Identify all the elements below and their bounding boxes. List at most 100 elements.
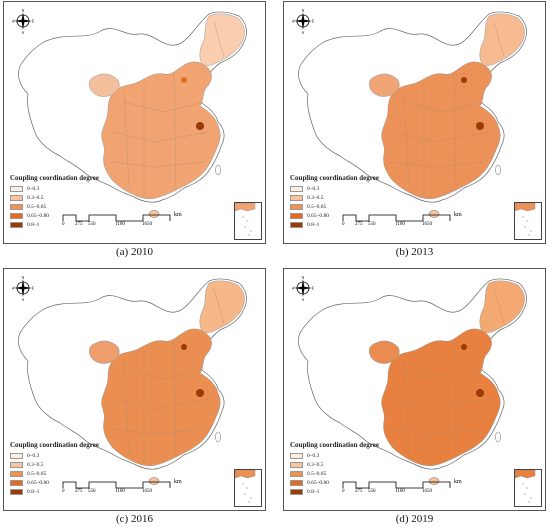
scale-tick-label: 1650 (422, 489, 432, 494)
inset-map (234, 469, 256, 503)
scale-tick-label: 0 (62, 489, 65, 494)
hainan-island (148, 477, 160, 485)
region-northwest (89, 73, 120, 97)
region-northwest (369, 340, 400, 364)
svg-text:E: E (32, 286, 34, 291)
legend-item: 0.5–0.65 (290, 202, 379, 211)
south-china-sea-inset (514, 469, 542, 507)
region-northwest (89, 340, 120, 364)
south-china-sea-inset (234, 202, 262, 240)
legend-label: 0.5–0.65 (307, 470, 327, 477)
legend-title: Coupling coordination degree (10, 441, 99, 449)
legend-swatch (290, 221, 303, 228)
legend-item: 0.65–0.80 (10, 211, 99, 220)
south-china-sea-inset (514, 202, 542, 240)
inset-map (514, 469, 536, 503)
scale-tick-label: 0 (342, 489, 345, 494)
legend-swatch (290, 194, 303, 201)
scale-tick-label: 1650 (422, 222, 432, 227)
hotspot-east-coast (476, 389, 484, 397)
legend-item: 0.8–1 (290, 220, 379, 229)
region-east (101, 328, 221, 467)
scale-tick-label: 1650 (142, 489, 152, 494)
scale-unit: km (174, 479, 182, 485)
south-china-sea-inset (234, 469, 262, 507)
legend-item: 0.5–0.65 (10, 202, 99, 211)
scale-unit: km (454, 479, 462, 485)
inset-map (234, 202, 256, 236)
region-northeast (479, 13, 525, 66)
region-east (381, 328, 501, 467)
scale-tick-label: 550 (88, 489, 96, 494)
legend-item: 0–0.3 (290, 451, 379, 460)
legend-item: 0.3–0.5 (290, 460, 379, 469)
legend-item: 0.65–0.80 (290, 211, 379, 220)
taiwan-island (215, 164, 221, 176)
legend-swatch (290, 203, 303, 210)
legend-swatch (10, 461, 23, 468)
province-boundaries (391, 21, 505, 197)
legend-label: 0.3–0.5 (307, 461, 324, 468)
svg-text:S: S (302, 297, 304, 301)
hainan-island (428, 477, 440, 485)
taiwan-island (215, 431, 221, 443)
scale-bar-graphic (342, 481, 451, 489)
compass-rose: N S W E (291, 275, 315, 302)
scale-tick-label: 550 (88, 222, 96, 227)
china-map (18, 278, 247, 485)
panel-caption: (c) 2016 (116, 513, 153, 525)
legend-item: 0.8–1 (10, 220, 99, 229)
legend-swatch (10, 212, 23, 219)
region-east (381, 61, 501, 200)
hotspot-north (461, 344, 467, 350)
region-northwest (369, 73, 400, 97)
legend-swatch (10, 185, 23, 192)
scale-tick-label: 0 (342, 222, 345, 227)
scale-tick-label: 1100 (395, 222, 405, 227)
legend-swatch (10, 488, 23, 495)
compass-rose: N S W E (291, 8, 315, 35)
china-map (18, 11, 247, 218)
legend-swatch (10, 221, 23, 228)
legend: Coupling coordination degree 0–0.3 0.3–0.… (10, 174, 99, 229)
province-boundaries (111, 21, 225, 197)
legend-swatch (10, 194, 23, 201)
legend-label: 0.5–0.65 (27, 470, 47, 477)
legend-swatch (290, 461, 303, 468)
map-panel-3: N S W E Coupling coordination degree 0–0… (3, 268, 266, 511)
hotspot-east-coast (196, 389, 204, 397)
scale-bar-graphic (62, 481, 171, 489)
taiwan-island (495, 431, 501, 443)
legend-swatch (290, 470, 303, 477)
legend-swatch (10, 203, 23, 210)
legend-label: 0.3–0.5 (307, 194, 324, 201)
scale-tick-label: 550 (368, 489, 376, 494)
china-map (298, 278, 527, 485)
scale-bar: km 0 275 550 1100 1650 (62, 477, 182, 499)
legend-swatch (290, 452, 303, 459)
scale-bar: km 0 275 550 1100 1650 (342, 477, 462, 499)
svg-text:W: W (12, 286, 15, 291)
province-boundaries (391, 288, 505, 464)
hotspot-north (181, 344, 187, 350)
svg-text:W: W (292, 19, 295, 24)
legend-swatch (290, 488, 303, 495)
scale-tick-label: 0 (62, 222, 65, 227)
panel-caption: (b) 2013 (395, 246, 434, 258)
legend-item: 0.3–0.5 (10, 193, 99, 202)
scale-tick-label: 550 (368, 222, 376, 227)
legend-label: 0.65–0.80 (27, 479, 49, 486)
compass-icon: N S W E (291, 8, 315, 35)
map-panel-4: N S W E Coupling coordination degree 0–0… (283, 268, 546, 511)
legend-item: 0.3–0.5 (290, 193, 379, 202)
svg-text:N: N (22, 8, 25, 13)
legend-swatch (10, 452, 23, 459)
legend-title: Coupling coordination degree (290, 174, 379, 182)
svg-text:E: E (312, 286, 314, 291)
hotspot-east-coast (196, 122, 204, 130)
legend-label: 0.8–1 (27, 488, 40, 495)
legend-swatch (290, 212, 303, 219)
scale-tick-label: 1650 (142, 222, 152, 227)
legend: Coupling coordination degree 0–0.3 0.3–0.… (290, 441, 379, 496)
compass-icon: N S W E (11, 8, 35, 35)
